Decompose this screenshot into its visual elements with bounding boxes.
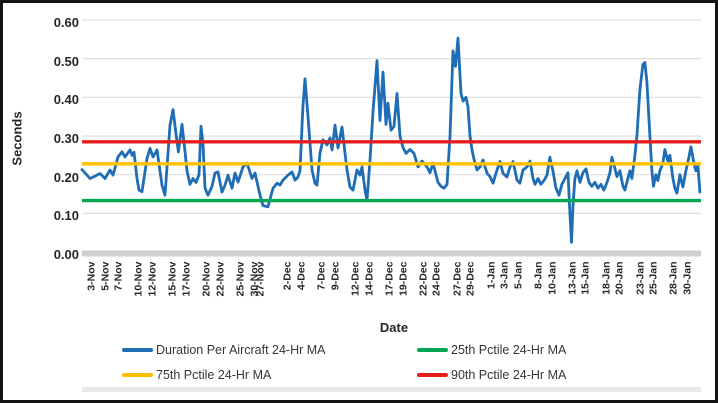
legend: Duration Per Aircraft 24-Hr MA 25th Pcti… <box>122 342 600 383</box>
x-axis-tick-label: 17-Dec <box>383 261 396 296</box>
x-axis-tick-label: 17-Nov <box>180 261 193 297</box>
x-axis-title: Date <box>379 320 409 335</box>
x-axis-tick-label: 12-Dec <box>349 261 362 296</box>
x-axis-tick-label: 13-Jan <box>566 261 579 295</box>
y-axis-tick-label: 0.40 <box>53 92 79 108</box>
x-axis-tick-label: 20-Nov <box>200 261 213 297</box>
x-axis-tick-label: 25-Jan <box>647 261 660 295</box>
x-axis-tick-label: 18-Jan <box>600 261 613 295</box>
legend-label-duration-ma: Duration Per Aircraft 24-Hr MA <box>156 343 326 357</box>
legend-label-75th-pctile: 75th Pctile 24-Hr MA <box>156 368 272 382</box>
x-axis-tick-label: 22-Nov <box>214 261 227 297</box>
legend-label-25th-pctile: 25th Pctile 24-Hr MA <box>451 343 567 357</box>
x-axis-tick-label: 5-Jan <box>512 261 525 289</box>
legend-swatch-90th-pctile <box>417 373 448 377</box>
y-axis-tick-label: 0.50 <box>53 53 79 69</box>
legend-swatch-25th-pctile <box>417 348 448 352</box>
x-axis-band <box>82 250 701 257</box>
legend-item-75th-pctile: 75th Pctile 24-Hr MA <box>122 367 417 383</box>
y-axis-tick-label: 0.20 <box>53 169 79 185</box>
x-axis-tick-label: 20-Jan <box>613 261 626 295</box>
x-axis-tick-label: 25-Nov <box>234 261 247 297</box>
x-axis-tick-label: 15-Jan <box>579 261 592 295</box>
legend-swatch-duration-ma <box>122 348 153 352</box>
x-axis-tick-label: 1-Jan <box>485 261 498 289</box>
duration-ma-line <box>80 36 702 244</box>
legend-item-25th-pctile: 25th Pctile 24-Hr MA <box>417 342 600 358</box>
chart-plot-area <box>80 19 702 392</box>
x-axis-tick-label: 7-Dec <box>315 261 328 291</box>
x-axis-tick-label: 3-Jan <box>498 261 511 289</box>
x-axis-tick-label: 30-Nov <box>248 261 261 297</box>
x-axis-tick-label: 10-Nov <box>132 261 145 297</box>
y-axis-tick-label: 0.30 <box>53 131 79 146</box>
legend-item-duration-ma: Duration Per Aircraft 24-Hr MA <box>122 342 417 358</box>
x-axis-tick-label: 19-Dec <box>397 261 410 296</box>
x-axis-tick-label: 5-Nov <box>99 261 112 291</box>
legend-item-90th-pctile: 90th Pctile 24-Hr MA <box>417 367 600 383</box>
x-axis-tick-label: 7-Nov <box>112 261 125 291</box>
x-axis-tick-label: 24-Dec <box>430 261 443 296</box>
x-axis-tick-label: 23-Jan <box>634 261 647 295</box>
x-axis-tick-label: 2-Dec <box>281 261 294 291</box>
x-axis-tick-label: 8-Jan <box>532 261 545 289</box>
x-axis-tick-label: 3-Nov <box>85 261 98 291</box>
x-axis-tick-label: 27-Dec <box>451 261 464 296</box>
y-axis-tick-label: 0.60 <box>53 15 79 30</box>
x-axis-tick-label: 22-Dec <box>417 261 430 296</box>
x-axis-tick-label: 4-Dec <box>295 261 308 291</box>
x-axis-tick-label: 14-Dec <box>363 261 376 296</box>
x-axis-tick-label: 15-Nov <box>166 261 179 297</box>
y-axis-title: Seconds <box>9 111 25 166</box>
bottom-strip <box>82 387 701 392</box>
x-axis-tick-label: 10-Jan <box>546 261 559 295</box>
legend-swatch-75th-pctile <box>122 373 153 377</box>
x-axis-tick-label: 12-Nov <box>146 261 159 297</box>
x-axis-tick-label: 29-Dec <box>464 261 477 296</box>
x-axis-tick-label: 28-Jan <box>667 261 680 295</box>
x-axis-tick-label: 9-Dec <box>329 261 342 291</box>
legend-label-90th-pctile: 90th Pctile 24-Hr MA <box>451 368 567 382</box>
y-axis-tick-label: 0.00 <box>53 247 79 262</box>
x-axis-tick-label: 30-Jan <box>681 261 694 295</box>
y-axis-tick-label: 0.10 <box>53 208 79 224</box>
